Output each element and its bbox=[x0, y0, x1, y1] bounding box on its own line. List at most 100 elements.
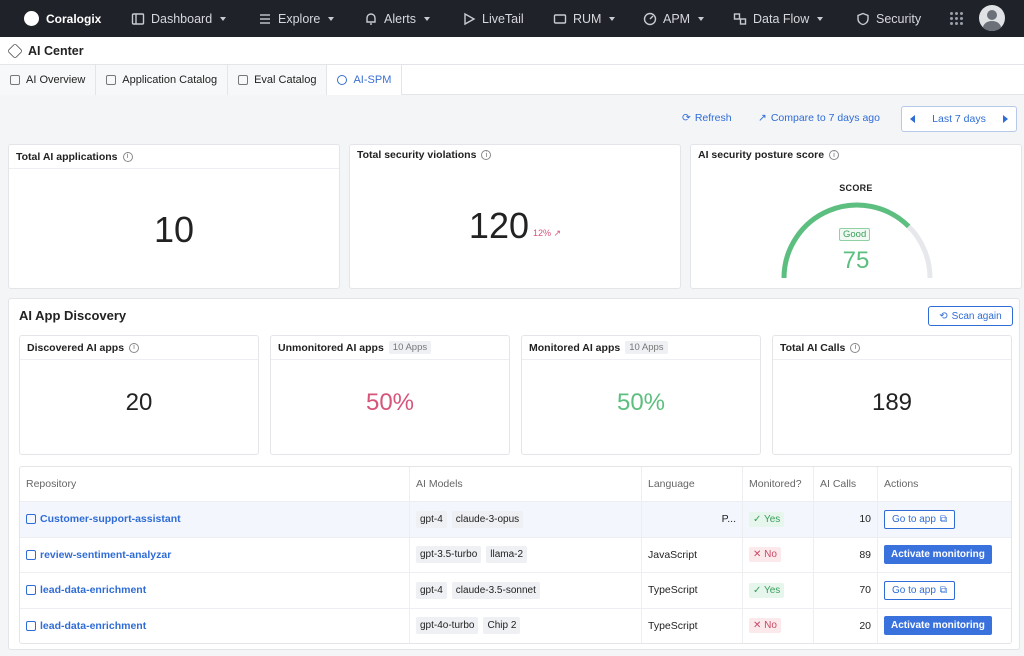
play-icon bbox=[464, 12, 476, 25]
go-to-app-button[interactable]: Go to app ⧉ bbox=[884, 509, 956, 529]
posture-score-card: AI security posture score i SCORE Good 75 bbox=[690, 144, 1022, 289]
bell-icon bbox=[366, 12, 376, 25]
repo-link[interactable]: lead-data-enrichment bbox=[40, 619, 147, 632]
table-header: Repository AI Models Language Monitored?… bbox=[20, 467, 1011, 501]
nav-explore[interactable]: Explore bbox=[258, 0, 335, 37]
repo-icon bbox=[26, 514, 36, 525]
column-header: AI Calls bbox=[814, 467, 878, 501]
shield-icon bbox=[857, 12, 869, 25]
ai-calls: 89 bbox=[814, 537, 878, 572]
table-row[interactable]: review-sentiment-analyzar gpt-3.5-turbo l… bbox=[20, 536, 1011, 572]
activate-monitoring-button[interactable]: Activate monitoring bbox=[884, 545, 992, 565]
repo-icon bbox=[26, 549, 36, 560]
section-title: AI App Discovery bbox=[19, 308, 127, 323]
column-header: AI Models bbox=[410, 467, 642, 501]
nav-rum[interactable]: RUM bbox=[553, 0, 616, 37]
trend-icon: ↗ bbox=[758, 112, 767, 124]
status-text: Yes bbox=[763, 513, 781, 525]
nav-livetail[interactable]: LiveTail bbox=[462, 0, 524, 37]
info-icon[interactable]: i bbox=[481, 150, 492, 160]
info-icon[interactable]: i bbox=[829, 150, 840, 160]
repo-icon bbox=[26, 620, 36, 631]
tab-label: Application Catalog bbox=[122, 74, 218, 86]
card-title: Total AI Calls bbox=[780, 341, 846, 354]
next-range-icon[interactable] bbox=[1002, 115, 1008, 123]
scan-again-button[interactable]: ⟲ Scan again bbox=[928, 306, 1013, 326]
nav-label: Data Flow bbox=[753, 11, 810, 26]
column-header: Actions bbox=[884, 478, 919, 490]
table-row[interactable]: lead-data-enrichment gpt-4o-turbo Chip 2 … bbox=[20, 607, 1011, 643]
total-calls-value: 189 bbox=[871, 389, 913, 416]
language: TypeScript bbox=[648, 619, 698, 632]
posture-value: 75 bbox=[842, 247, 870, 274]
model-tag: gpt-4o-turbo bbox=[416, 617, 479, 635]
button-label: Go to app bbox=[892, 513, 936, 525]
tab-ai-spm[interactable]: AI-SPM bbox=[327, 65, 403, 95]
model-tag: Chip 2 bbox=[483, 617, 521, 635]
violations-value: 120 bbox=[468, 205, 529, 246]
compare-label: Compare to 7 days ago bbox=[770, 112, 880, 124]
status-text: No bbox=[764, 549, 777, 561]
monitored-status: ✓ Yes bbox=[749, 511, 785, 527]
page-title: AI Center bbox=[28, 43, 84, 58]
time-range-picker[interactable]: Last 7 days bbox=[901, 106, 1017, 132]
refresh-icon: ⟳ bbox=[682, 112, 691, 124]
refresh-button[interactable]: ⟳ Refresh bbox=[682, 112, 732, 124]
monitored-status: ✕ No bbox=[749, 618, 781, 634]
brand[interactable]: Coralogix bbox=[0, 11, 120, 26]
chevron-down-icon bbox=[423, 16, 430, 21]
tab-eval-catalog[interactable]: Eval Catalog bbox=[228, 65, 328, 95]
nav-dashboard[interactable]: Dashboard bbox=[131, 0, 227, 37]
discovered-value: 20 bbox=[125, 389, 153, 416]
model-tag: gpt-4 bbox=[416, 510, 447, 528]
column-header: Monitored? bbox=[743, 467, 814, 501]
table-row[interactable]: lead-data-enrichment gpt-4 claude-3.5-son… bbox=[20, 572, 1011, 608]
total-calls-card: Total AI Calls i 189 bbox=[772, 335, 1012, 455]
language: JavaScript bbox=[648, 548, 698, 561]
apps-count-pill: 10 Apps bbox=[625, 341, 668, 354]
rum-icon bbox=[553, 13, 567, 24]
tab-application-catalog[interactable]: Application Catalog bbox=[96, 65, 229, 95]
chevron-down-icon bbox=[817, 16, 824, 21]
table-row[interactable]: Customer-support-assistant gpt-4 claude-3… bbox=[20, 501, 1011, 537]
apps-grid-icon[interactable] bbox=[950, 12, 963, 25]
delta-text: 12% bbox=[533, 228, 552, 238]
compare-button[interactable]: ↗ Compare to 7 days ago bbox=[758, 112, 880, 124]
refresh-label: Refresh bbox=[694, 112, 732, 124]
posture-gauge bbox=[781, 202, 933, 279]
tab-ai-overview[interactable]: AI Overview bbox=[0, 65, 97, 95]
model-tag: claude-3-opus bbox=[451, 510, 524, 528]
coralogix-logo-icon bbox=[24, 11, 39, 26]
repo-link[interactable]: lead-data-enrichment bbox=[40, 584, 147, 597]
repo-link[interactable]: review-sentiment-analyzar bbox=[40, 548, 172, 561]
card-title: Discovered AI apps bbox=[27, 341, 125, 354]
model-tag: gpt-3.5-turbo bbox=[416, 546, 482, 564]
repo-link[interactable]: Customer-support-assistant bbox=[40, 513, 181, 526]
prev-range-icon[interactable] bbox=[910, 115, 915, 123]
column-header: Repository bbox=[20, 467, 410, 501]
dashboard-icon bbox=[131, 12, 145, 25]
gauge-icon bbox=[643, 12, 657, 25]
info-icon[interactable]: i bbox=[122, 151, 133, 162]
info-icon[interactable]: i bbox=[129, 342, 140, 353]
total-ai-apps-card: Total AI applications i 10 bbox=[8, 144, 340, 289]
nav-label: RUM bbox=[573, 11, 602, 26]
nav-dataflow[interactable]: Data Flow bbox=[733, 0, 824, 37]
explore-icon bbox=[260, 13, 270, 24]
info-icon[interactable]: i bbox=[850, 342, 861, 353]
avatar[interactable] bbox=[979, 5, 1005, 31]
nav-label: Alerts bbox=[384, 11, 416, 26]
overview-icon bbox=[10, 75, 20, 85]
language: TypeScript bbox=[648, 584, 698, 597]
document-icon bbox=[238, 75, 249, 85]
nav-alerts[interactable]: Alerts bbox=[364, 0, 430, 37]
nav-security[interactable]: Security bbox=[856, 0, 921, 37]
card-title: Monitored AI apps bbox=[529, 341, 621, 354]
external-link-icon: ⧉ bbox=[939, 513, 948, 525]
go-to-app-button[interactable]: Go to app ⧉ bbox=[884, 580, 956, 600]
activate-monitoring-button[interactable]: Activate monitoring bbox=[884, 616, 992, 636]
catalog-icon bbox=[106, 75, 117, 85]
unmonitored-value: 50% bbox=[365, 389, 415, 416]
card-title: Total security violations bbox=[357, 149, 477, 161]
nav-apm[interactable]: APM bbox=[643, 0, 705, 37]
